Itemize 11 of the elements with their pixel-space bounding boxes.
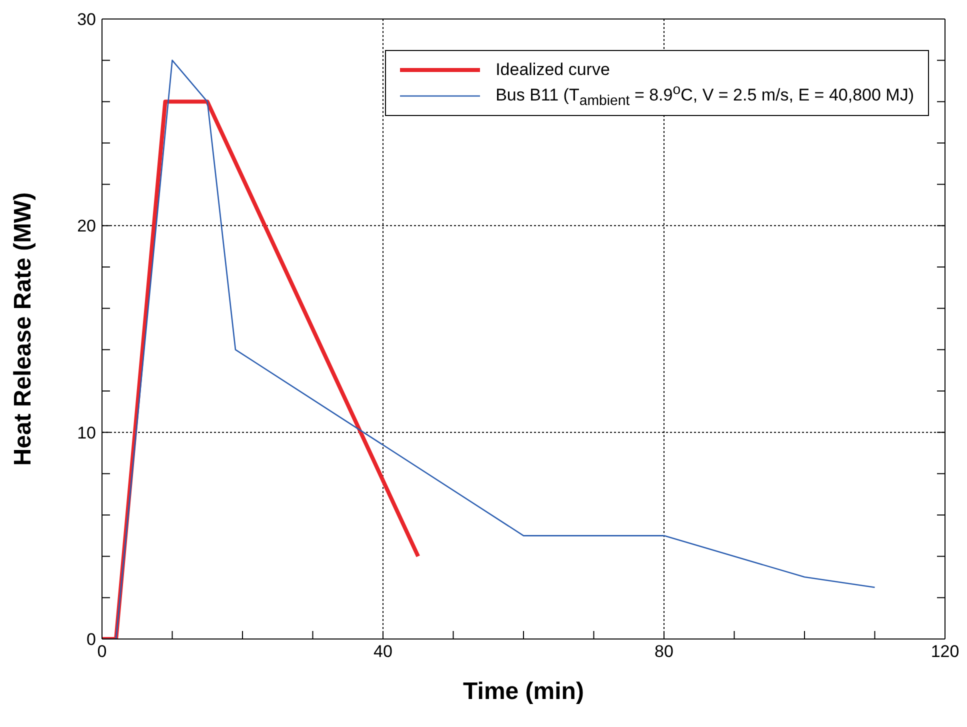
y-axis-title: Heat Release Rate (MW) xyxy=(10,192,37,466)
x-tick-label: 80 xyxy=(654,642,674,662)
legend-label: Bus B11 (T$_{ambient}$ = 8.9$^{o}$C, V = 2.5 m/s, E = 40,800 MJ) xyxy=(496,82,914,110)
x-tick-label: 40 xyxy=(374,642,392,662)
x-tick-label: 120 xyxy=(930,642,960,662)
x-axis-title: Time (min) xyxy=(463,678,584,705)
legend-label: Idealized curve xyxy=(496,60,610,80)
y-tick-label: 10 xyxy=(77,423,96,442)
y-tick-label: 30 xyxy=(77,10,96,30)
y-tick-label: 0 xyxy=(86,630,96,650)
y-tick-label: 20 xyxy=(77,216,96,236)
